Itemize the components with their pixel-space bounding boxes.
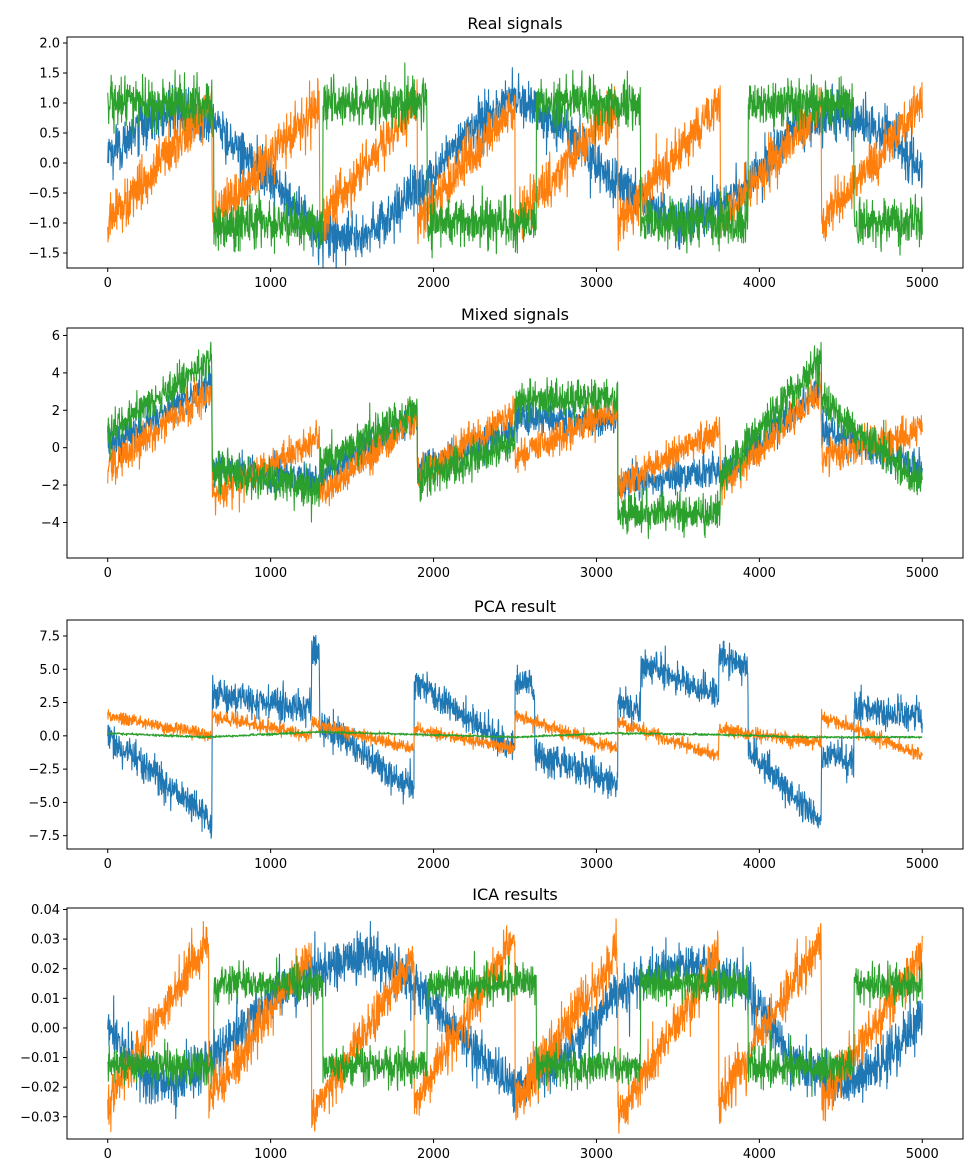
y-tick-label: 1.0 (39, 97, 60, 112)
series-line-3 (107, 341, 923, 540)
x-tick-label: 1000 (254, 857, 287, 872)
x-tick-label: 2000 (417, 566, 450, 581)
chart-title: Real signals (467, 14, 562, 33)
y-tick-label: 0.03 (31, 933, 60, 948)
y-tick-label: −7.5 (28, 829, 60, 844)
series-line-1 (107, 634, 923, 839)
y-tick-label: 2.0 (39, 37, 60, 52)
chart-panel-1: Real signals 0 1000 2000 3000 4000 5000 −1.5 −1.… (28, 14, 964, 291)
x-tick-label: 1000 (254, 566, 287, 581)
y-tick-label: 0.02 (31, 962, 60, 977)
x-tick-label: 3000 (580, 276, 613, 291)
y-tick-label: 0.5 (39, 127, 60, 142)
x-tick-label: 3000 (580, 1147, 613, 1162)
series-line-2 (107, 918, 923, 1134)
x-tick-label: 0 (104, 1147, 112, 1162)
y-tick-label: 2.5 (39, 696, 60, 711)
y-tick-label: −4 (41, 516, 60, 531)
y-tick-label: 7.5 (39, 629, 60, 644)
series-line-3 (107, 62, 923, 259)
x-tick-label: 2000 (417, 1147, 450, 1162)
chart-panel-2: Mixed signals 0 1000 2000 3000 4000 5000 −4 −2 0 2… (41, 305, 964, 581)
x-tick-label: 0 (104, 566, 112, 581)
x-tick-label: 5000 (906, 857, 939, 872)
plot-frame (66, 36, 964, 269)
x-tick-label: 1000 (254, 1147, 287, 1162)
x-tick-label: 1000 (254, 276, 287, 291)
x-tick-label: 4000 (743, 857, 776, 872)
y-tick-label: 0 (52, 441, 60, 456)
x-tick-label: 4000 (743, 566, 776, 581)
x-tick-label: 5000 (906, 1147, 939, 1162)
series-line-2 (107, 77, 923, 251)
y-tick-label: 5.0 (39, 663, 60, 678)
y-tick-label: 0.0 (39, 157, 60, 172)
y-tick-label: 1.5 (39, 67, 60, 82)
y-tick-label: 4 (52, 366, 60, 381)
y-tick-label: −2.5 (28, 763, 60, 778)
y-tick-label: −0.01 (20, 1051, 60, 1066)
y-tick-label: −5.0 (28, 796, 60, 811)
x-tick-label: 4000 (743, 276, 776, 291)
plot-frame (66, 619, 964, 850)
series-line-3 (107, 950, 923, 1097)
plot-frame (66, 907, 964, 1140)
chart-panel-4: ICA results 0 1000 2000 3000 4000 5000 −0.03 −0.… (20, 885, 964, 1162)
chart-title: ICA results (472, 885, 558, 904)
x-tick-label: 5000 (906, 276, 939, 291)
y-tick-label: 0.0 (39, 729, 60, 744)
y-tick-label: −2 (41, 479, 60, 494)
x-tick-label: 3000 (580, 566, 613, 581)
x-tick-label: 2000 (417, 857, 450, 872)
y-tick-label: 2 (52, 404, 60, 419)
x-tick-label: 0 (104, 276, 112, 291)
y-tick-label: −0.5 (28, 187, 60, 202)
y-tick-label: −1.5 (28, 247, 60, 262)
y-tick-label: −1.0 (28, 217, 60, 232)
x-tick-label: 0 (104, 857, 112, 872)
x-tick-label: 5000 (906, 566, 939, 581)
chart-title: Mixed signals (461, 305, 569, 324)
y-tick-label: 0.04 (31, 903, 60, 918)
chart-panel-3: PCA result 0 1000 2000 3000 4000 5000 −7.5 −5.0 −… (28, 597, 964, 872)
x-tick-label: 3000 (580, 857, 613, 872)
y-tick-label: 0.01 (31, 992, 60, 1007)
y-tick-label: 6 (52, 329, 60, 344)
plot-frame (66, 327, 964, 559)
y-tick-label: −0.02 (20, 1081, 60, 1096)
series-line-3 (107, 730, 923, 740)
x-tick-label: 4000 (743, 1147, 776, 1162)
x-tick-label: 2000 (417, 276, 450, 291)
chart-title: PCA result (474, 597, 556, 616)
y-tick-label: 0.00 (31, 1021, 60, 1036)
y-tick-label: −0.03 (20, 1110, 60, 1125)
